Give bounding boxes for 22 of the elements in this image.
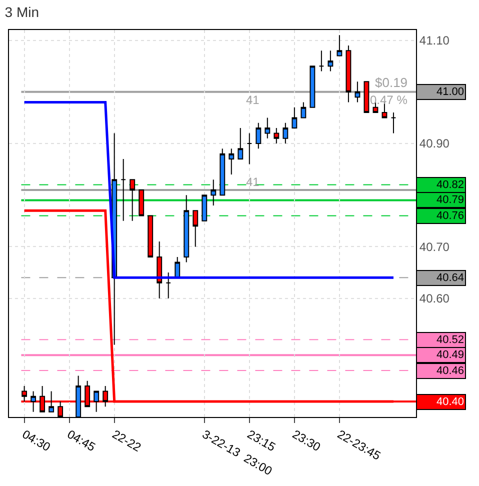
annotation: 41 — [246, 175, 260, 189]
ref-line-label: 40.46 — [436, 365, 464, 377]
x-tick-label: 04:45 — [64, 427, 98, 454]
ref-line-label: 40.79 — [436, 194, 464, 206]
ref-line-label: 41.00 — [436, 86, 464, 98]
x-tick-label: 04:30 — [20, 427, 54, 454]
annotation: $0.19 — [375, 75, 408, 90]
x-tick-label: 23:30 — [290, 427, 324, 454]
ref-line-label: 40.49 — [436, 349, 464, 361]
ref-line-label: 40.76 — [436, 210, 464, 222]
ref-line-label: 40.52 — [436, 334, 464, 346]
annotation: 0.47 % — [370, 93, 408, 107]
y-tick-label: 40.90 — [419, 136, 450, 151]
y-tick-label: 40.60 — [419, 292, 450, 306]
x-tick-label: 23:15 — [244, 427, 278, 454]
ref-line-label: 40.82 — [436, 179, 464, 191]
annotation: 41 — [246, 93, 260, 107]
chart-title: 3 Min — [4, 4, 40, 20]
ref-line-label: 40.40 — [436, 396, 464, 408]
y-tick-label: 40.70 — [419, 240, 450, 254]
y-tick-label: 41.10 — [419, 34, 450, 48]
ref-line-label: 40.64 — [436, 272, 464, 284]
